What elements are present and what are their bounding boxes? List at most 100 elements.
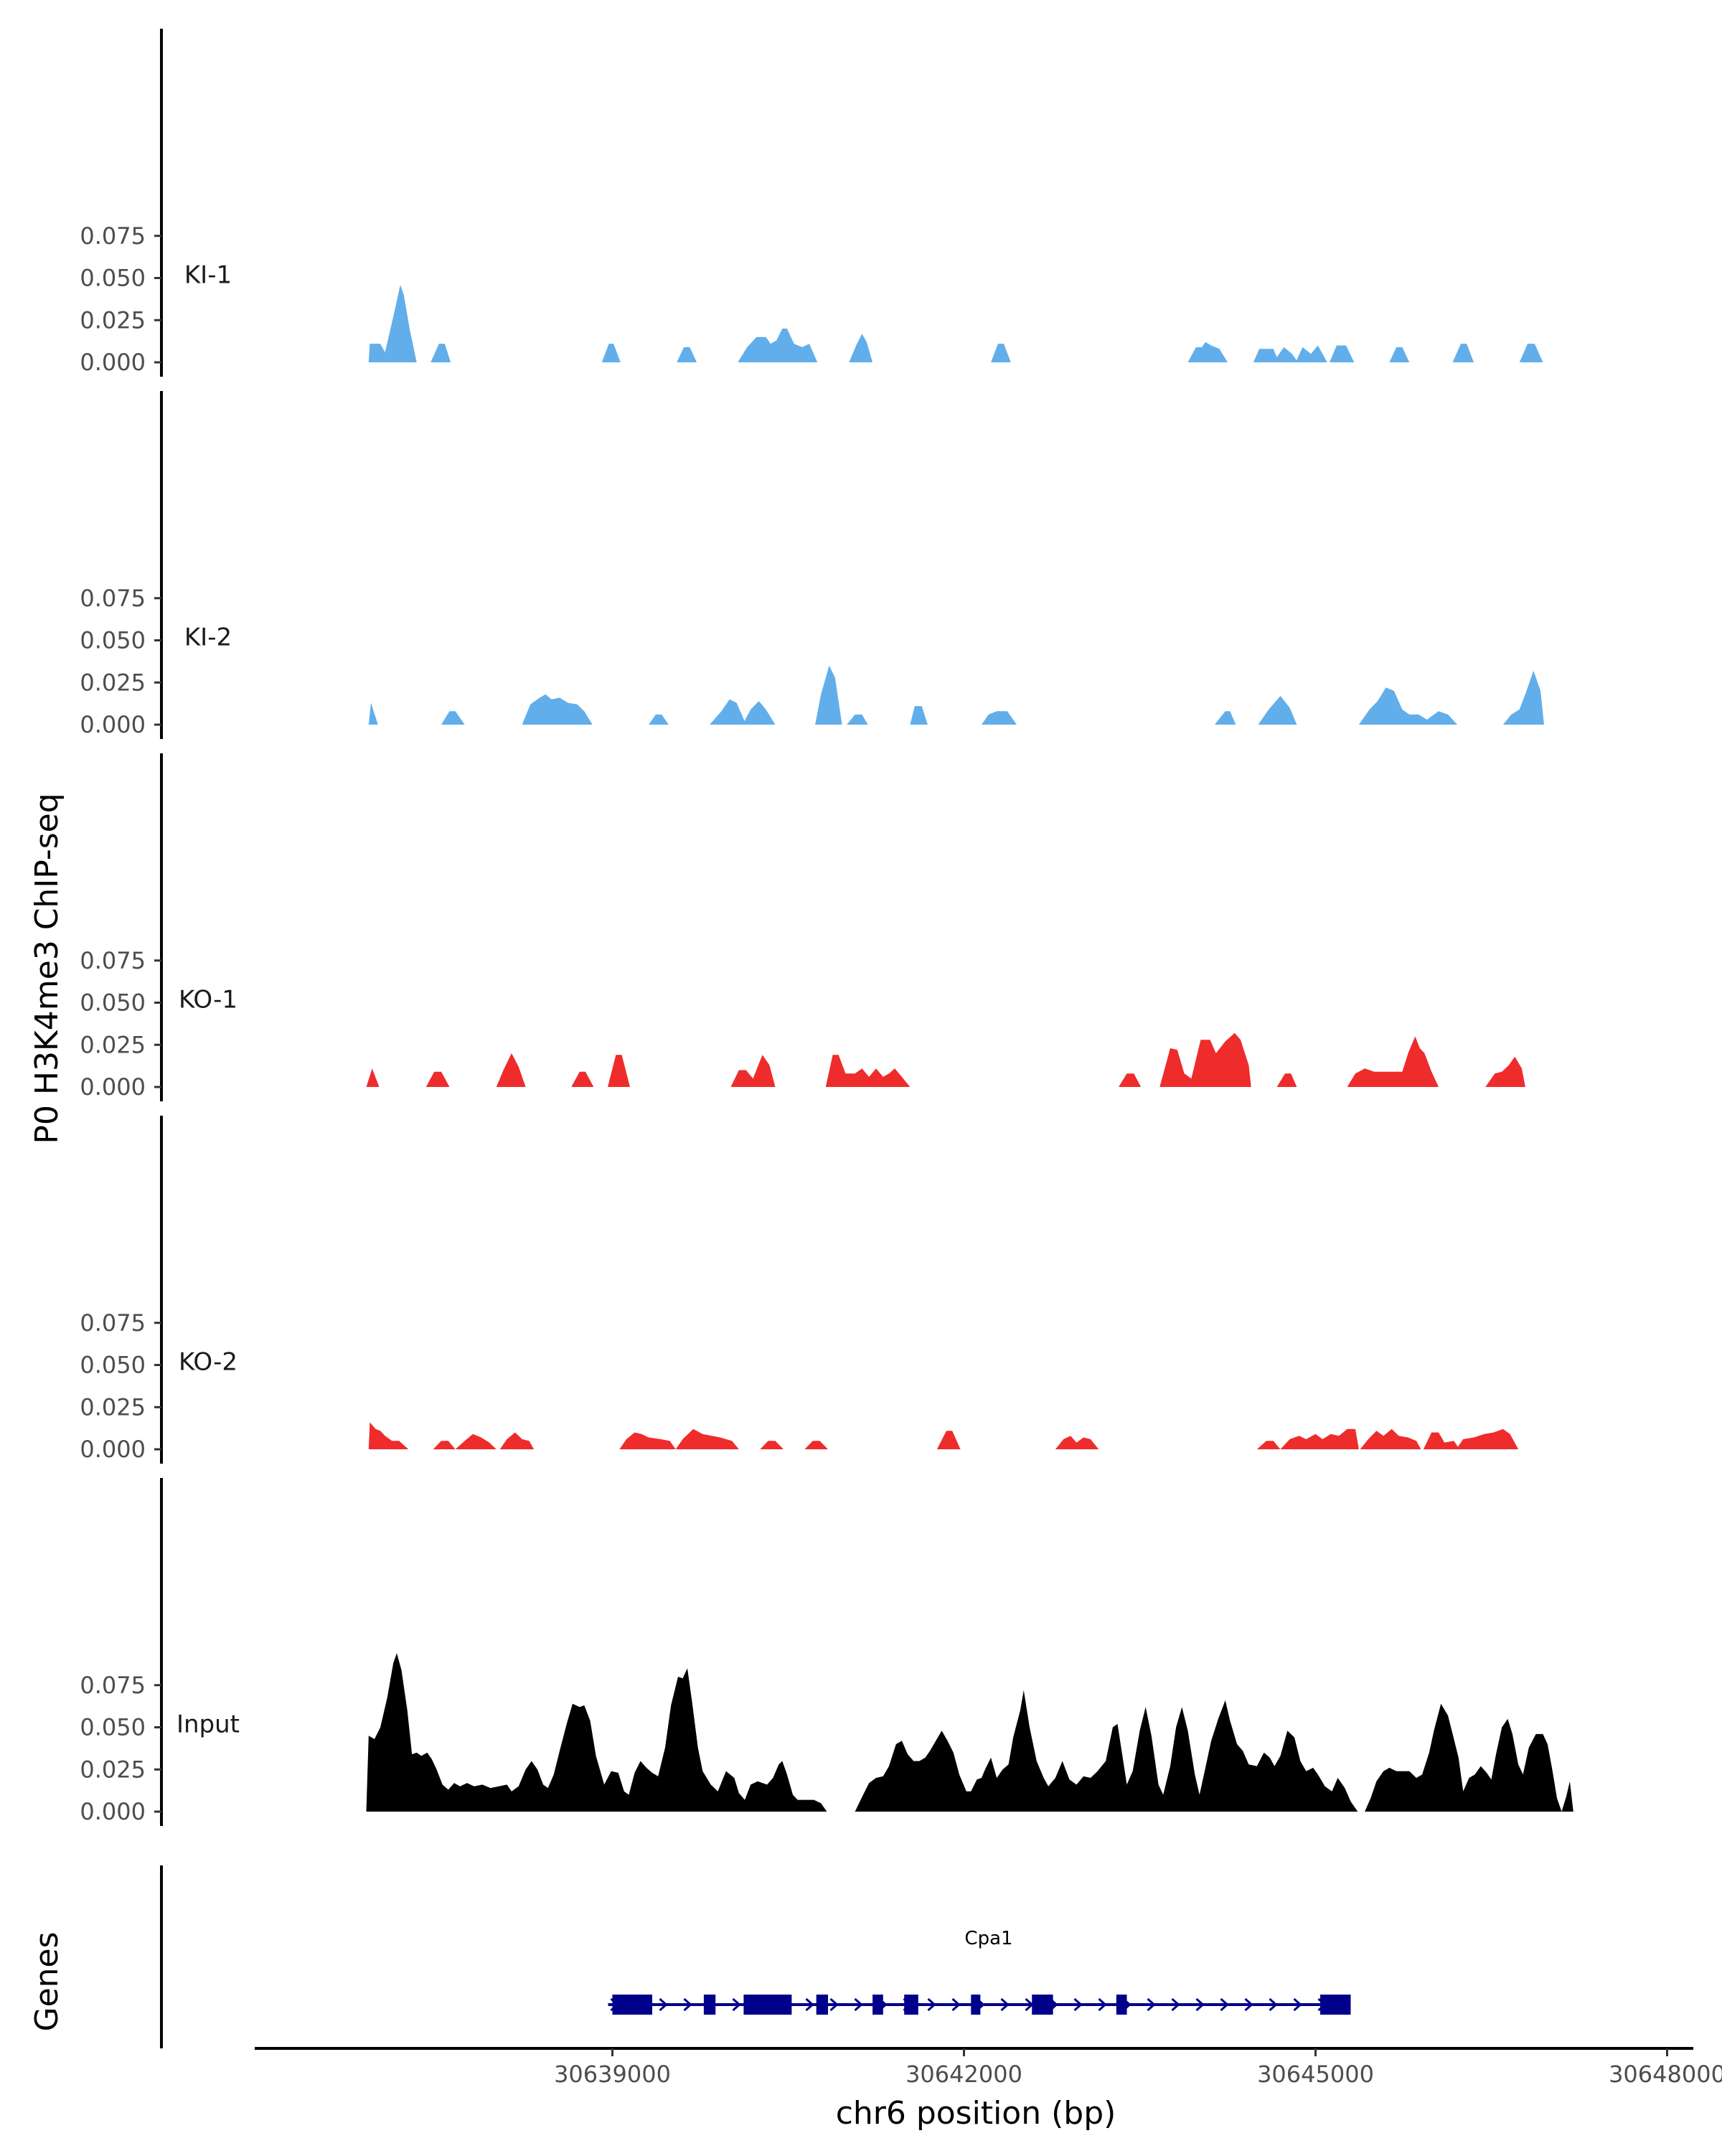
coverage-peak xyxy=(1159,1032,1251,1087)
coverage-peak xyxy=(849,334,873,362)
gene-track-title: Genes xyxy=(29,1931,65,2031)
coverage-peak xyxy=(522,694,593,725)
coverage-peak xyxy=(760,1441,784,1449)
y-tick-label: 0.025 xyxy=(80,306,146,334)
coverage-peak xyxy=(496,1053,526,1087)
coverage-peak xyxy=(1258,696,1297,725)
y-tick-label: 0.050 xyxy=(80,989,146,1017)
coverage-peak xyxy=(1330,345,1355,362)
coverage-peak xyxy=(455,1434,497,1449)
coverage-peak xyxy=(675,1428,739,1449)
track-label: KI-2 xyxy=(184,623,232,652)
coverage-peak xyxy=(441,711,465,725)
gene-exon xyxy=(703,1995,716,2015)
coverage-peak xyxy=(1365,1703,1573,1812)
gene-exon xyxy=(971,1995,981,2015)
coverage-peak xyxy=(855,1690,1358,1812)
coverage-peak xyxy=(710,699,746,725)
coverage-peak xyxy=(1360,1428,1421,1449)
strand-arrow xyxy=(1171,1997,1180,2012)
y-tick-label: 0.000 xyxy=(80,711,146,738)
gene-exon xyxy=(872,1995,883,2015)
coverage-peak xyxy=(936,1431,961,1449)
coverage-peak xyxy=(1519,344,1543,362)
strand-arrow xyxy=(1195,1997,1205,2012)
y-tick-label: 0.050 xyxy=(80,1352,146,1379)
x-tick-label: 30645000 xyxy=(1257,2061,1374,2088)
y-tick-label: 0.025 xyxy=(80,1393,146,1421)
coverage-peak xyxy=(1280,1428,1359,1449)
coverage-peak xyxy=(815,665,842,725)
coverage-peak xyxy=(1389,347,1410,362)
coverage-peak xyxy=(847,714,868,725)
y-axis-title: P0 H3K4me3 ChIP-seq xyxy=(29,793,65,1144)
coverage-peak xyxy=(1502,670,1544,725)
coverage-peak xyxy=(1423,1432,1460,1449)
strand-arrow xyxy=(829,1997,839,2012)
x-axis: 30639000 30642000 30645000 30648000 xyxy=(255,2047,1722,2088)
coverage-peak xyxy=(738,329,818,362)
strand-arrow xyxy=(1293,1997,1302,2012)
coverage-peak xyxy=(677,347,697,362)
coverage-peak xyxy=(1276,1073,1297,1087)
coverage-peak xyxy=(730,1055,776,1087)
coverage-peak xyxy=(1187,342,1228,362)
track-ko-2: 0.000 0.025 0.050 0.075 KO-2 xyxy=(80,1116,1519,1464)
coverage-peak xyxy=(910,706,928,725)
track-ki-2: 0.000 0.025 0.050 0.075 KI-2 xyxy=(80,391,1544,739)
coverage-peak xyxy=(1452,344,1474,362)
y-tick-label: 0.075 xyxy=(80,947,146,974)
coverage-peak xyxy=(1055,1436,1099,1449)
y-tick-label: 0.000 xyxy=(80,1436,146,1463)
track-ki-1: 0.000 0.025 0.050 0.075 KI-1 xyxy=(80,29,1543,377)
coverage-peak xyxy=(366,1068,380,1087)
strand-arrow xyxy=(805,1997,814,2012)
coverage-peak xyxy=(1119,1073,1142,1087)
coverage-peak xyxy=(619,1432,676,1449)
strand-arrow xyxy=(1269,1997,1278,2012)
y-tick-label: 0.000 xyxy=(80,1073,146,1101)
gene-exon xyxy=(816,1995,829,2015)
strand-arrow xyxy=(1220,1997,1229,2012)
gene-label: Cpa1 xyxy=(964,1928,1012,1949)
y-tick-label: 0.050 xyxy=(80,265,146,292)
track-ko-1: 0.000 0.025 0.050 0.075 KO-1 xyxy=(80,753,1525,1101)
coverage-peak xyxy=(368,1422,409,1449)
coverage-peak xyxy=(1485,1056,1525,1087)
coverage-peak xyxy=(1358,687,1458,725)
y-tick-label: 0.025 xyxy=(80,669,146,696)
strand-arrow xyxy=(1147,1997,1156,2012)
x-tick-label: 30639000 xyxy=(554,2061,671,2088)
coverage-peak xyxy=(1215,711,1236,725)
strand-arrow xyxy=(1000,1997,1010,2012)
y-tick-label: 0.025 xyxy=(80,1756,146,1783)
track-label: KO-2 xyxy=(179,1348,237,1377)
gene-exon xyxy=(612,1995,653,2015)
strand-arrow xyxy=(854,1997,863,2012)
coverage-peak xyxy=(1456,1428,1519,1449)
coverage-peak xyxy=(804,1441,828,1449)
strand-arrow xyxy=(1098,1997,1107,2012)
y-tick-label: 0.075 xyxy=(80,1309,146,1337)
strand-arrow xyxy=(659,1997,668,2012)
coverage-peak xyxy=(991,344,1011,362)
coverage-peak xyxy=(825,1055,911,1087)
x-tick-label: 30648000 xyxy=(1609,2061,1722,2088)
y-tick-label: 0.050 xyxy=(80,1714,146,1741)
gene-exon xyxy=(743,1995,792,2015)
coverage-peak xyxy=(368,702,378,725)
strand-arrow xyxy=(683,1997,692,2012)
coverage-peak xyxy=(649,714,669,725)
coverage-peak xyxy=(1347,1036,1439,1087)
y-tick-label: 0.025 xyxy=(80,1031,146,1058)
coverage-peak xyxy=(601,344,621,362)
x-axis-title: chr6 position (bp) xyxy=(836,2095,1116,2132)
strand-arrow xyxy=(927,1997,936,2012)
strand-arrow xyxy=(732,1997,741,2012)
y-tick-label: 0.075 xyxy=(80,222,146,250)
y-tick-label: 0.000 xyxy=(80,349,146,376)
y-tick-label: 0.050 xyxy=(80,627,146,654)
track-label: KI-1 xyxy=(184,261,232,290)
